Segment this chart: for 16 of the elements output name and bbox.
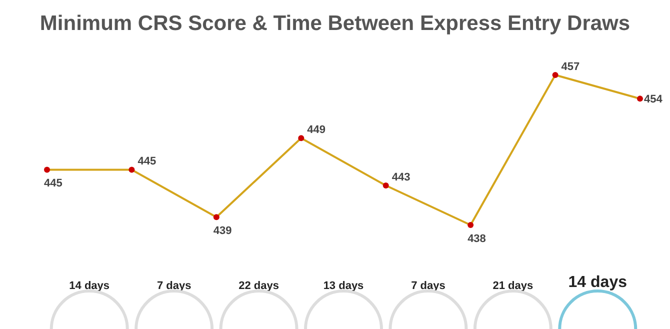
text: 21 days <box>492 280 534 292</box>
text: 14 days <box>568 274 628 291</box>
text: 7 days <box>411 280 446 292</box>
data-label: 438 <box>468 233 486 245</box>
text: 14 days <box>69 280 110 292</box>
data-label: 445 <box>138 156 156 168</box>
data-label: 445 <box>44 178 62 190</box>
chart-title: Minimum CRS Score & Time Between Express Entry Draws <box>40 12 630 35</box>
text: 13 days <box>323 280 364 292</box>
data-label: 443 <box>392 172 410 184</box>
data-label: 449 <box>307 124 326 136</box>
text: 22 days <box>238 280 279 292</box>
data-label: 439 <box>213 225 232 238</box>
data-label: 454 <box>644 94 664 106</box>
text: 7 days <box>156 280 192 292</box>
data-label: 457 <box>561 61 580 73</box>
